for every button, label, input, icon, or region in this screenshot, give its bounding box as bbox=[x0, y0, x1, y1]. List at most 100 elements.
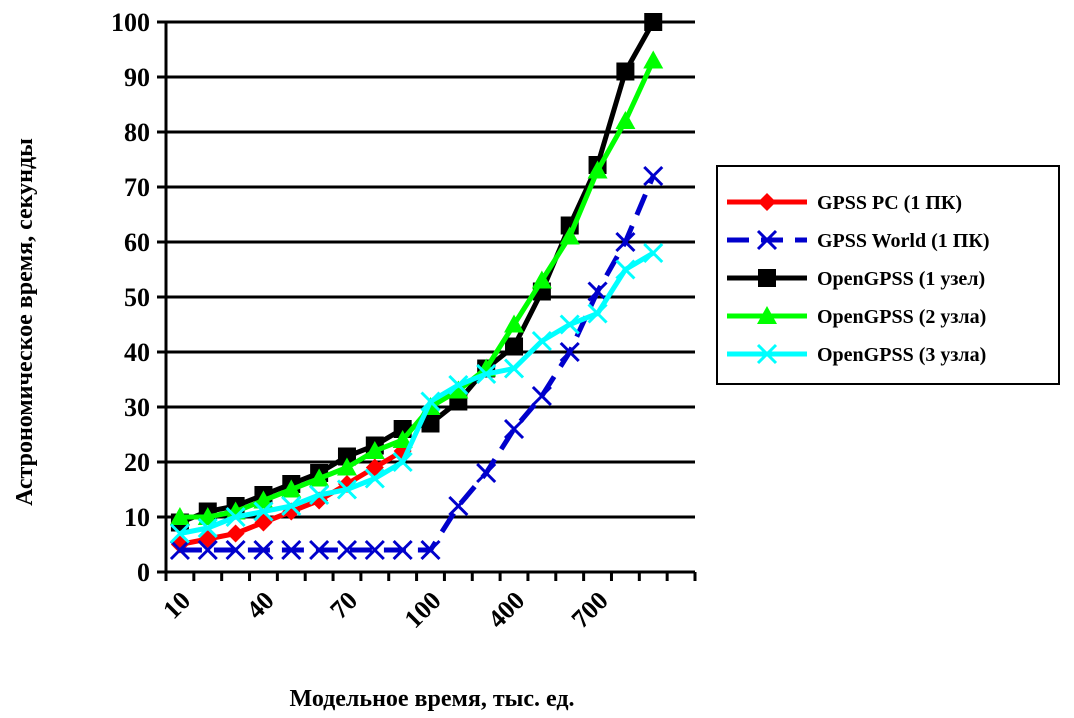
point-marker bbox=[615, 111, 636, 129]
point-marker bbox=[587, 281, 608, 302]
point-marker bbox=[421, 414, 440, 433]
marker-stroke bbox=[559, 341, 580, 363]
point-marker bbox=[587, 160, 608, 179]
marker-stroke bbox=[225, 506, 246, 528]
legend-item: GPSS World (1 ПК) bbox=[727, 229, 990, 252]
marker-stroke bbox=[392, 539, 413, 561]
y-tick-label: 80 bbox=[124, 118, 150, 147]
marker-stroke bbox=[615, 259, 636, 280]
marker-stroke bbox=[643, 242, 664, 264]
marker-stroke bbox=[476, 363, 497, 385]
y-tick-label: 40 bbox=[124, 338, 150, 367]
marker-stroke bbox=[309, 484, 330, 506]
marker-stroke bbox=[281, 539, 302, 561]
marker-stroke bbox=[336, 479, 358, 500]
marker-stroke bbox=[392, 451, 413, 473]
point-marker bbox=[253, 501, 274, 522]
point-marker bbox=[559, 314, 580, 335]
point-marker bbox=[225, 506, 246, 528]
point-marker bbox=[197, 507, 218, 525]
point-marker bbox=[643, 165, 664, 187]
x-tick-label: 70 bbox=[324, 586, 363, 625]
marker-stroke bbox=[169, 539, 190, 561]
point-marker bbox=[197, 539, 218, 561]
marker-stroke bbox=[364, 539, 385, 561]
axes bbox=[164, 22, 697, 581]
marker-stroke bbox=[309, 539, 330, 561]
legend-item: GPSS PC (1 ПК) bbox=[727, 192, 962, 214]
x-tick-label: 10 bbox=[157, 586, 196, 625]
point-marker bbox=[615, 259, 636, 280]
point-marker bbox=[758, 269, 776, 287]
legend: GPSS PC (1 ПК) GPSS World (1 ПК) OpenGPSS … bbox=[716, 165, 1060, 385]
legend-item: OpenGPSS (3 узла) bbox=[727, 343, 986, 366]
series-group bbox=[169, 13, 664, 561]
point-marker bbox=[364, 441, 385, 459]
marker-stroke bbox=[420, 391, 441, 412]
legend-item: OpenGPSS (2 узла) bbox=[727, 306, 986, 328]
x-tick-label: 100 bbox=[399, 586, 447, 634]
marker-stroke bbox=[587, 303, 608, 324]
x-tick-label: 40 bbox=[241, 586, 280, 625]
legend-label: GPSS World (1 ПК) bbox=[817, 230, 990, 252]
marker-stroke bbox=[531, 330, 552, 352]
point-marker bbox=[531, 330, 552, 352]
legend-label: GPSS PC (1 ПК) bbox=[817, 192, 962, 214]
y-tick-label: 70 bbox=[124, 173, 150, 202]
point-marker bbox=[758, 193, 776, 211]
legend-label: OpenGPSS (1 узел) bbox=[817, 268, 985, 290]
series-line bbox=[179, 20, 656, 525]
point-marker bbox=[503, 418, 525, 440]
point-marker bbox=[225, 539, 246, 561]
y-tick-label: 10 bbox=[124, 503, 150, 532]
marker-stroke bbox=[756, 343, 778, 365]
marker-stroke bbox=[253, 501, 274, 522]
series-line bbox=[179, 175, 656, 553]
point-marker bbox=[309, 484, 330, 506]
marker-stroke bbox=[336, 539, 358, 561]
point-marker bbox=[392, 451, 413, 473]
marker-stroke bbox=[169, 523, 190, 544]
marker-stroke bbox=[643, 165, 664, 187]
point-marker bbox=[504, 314, 525, 333]
series-GPSS World (1 ПК) bbox=[169, 165, 664, 561]
point-marker bbox=[644, 13, 663, 31]
point-marker bbox=[757, 306, 777, 324]
point-marker bbox=[616, 62, 635, 81]
point-marker bbox=[337, 447, 356, 466]
point-marker bbox=[336, 479, 358, 500]
marker-stroke bbox=[225, 539, 246, 561]
point-marker bbox=[169, 539, 190, 561]
marker-stroke bbox=[448, 495, 469, 517]
point-marker bbox=[643, 242, 664, 264]
point-marker bbox=[756, 343, 778, 365]
point-marker bbox=[420, 539, 441, 561]
point-marker bbox=[281, 479, 302, 498]
y-tick-label: 20 bbox=[124, 448, 150, 477]
y-tick-labels: 0 10 20 30 40 50 60 70 80 90 100 bbox=[111, 8, 150, 587]
point-marker bbox=[169, 523, 190, 544]
marker-stroke bbox=[420, 539, 441, 561]
legend-item: OpenGPSS (1 узел) bbox=[727, 268, 985, 290]
marker-stroke bbox=[503, 358, 525, 379]
marker-stroke bbox=[615, 231, 636, 253]
point-marker bbox=[336, 539, 358, 561]
y-tick-label: 0 bbox=[137, 558, 150, 587]
series-line bbox=[179, 59, 656, 520]
legend-label: OpenGPSS (3 узла) bbox=[817, 344, 986, 366]
point-marker bbox=[756, 229, 778, 251]
x-tick-label: 400 bbox=[482, 586, 530, 634]
y-tick-label: 100 bbox=[111, 8, 150, 37]
marker-stroke bbox=[559, 314, 580, 335]
x-axis-title: Модельное время, тыс. ед. bbox=[289, 686, 574, 712]
legend-label: OpenGPSS (2 узла) bbox=[817, 306, 986, 328]
marker-stroke bbox=[476, 462, 497, 484]
point-marker bbox=[559, 226, 580, 245]
point-marker bbox=[476, 462, 497, 484]
point-marker bbox=[281, 539, 302, 561]
y-tick-label: 90 bbox=[124, 63, 150, 92]
point-marker bbox=[448, 380, 469, 399]
marker-stroke bbox=[197, 539, 218, 561]
point-marker bbox=[364, 468, 385, 489]
